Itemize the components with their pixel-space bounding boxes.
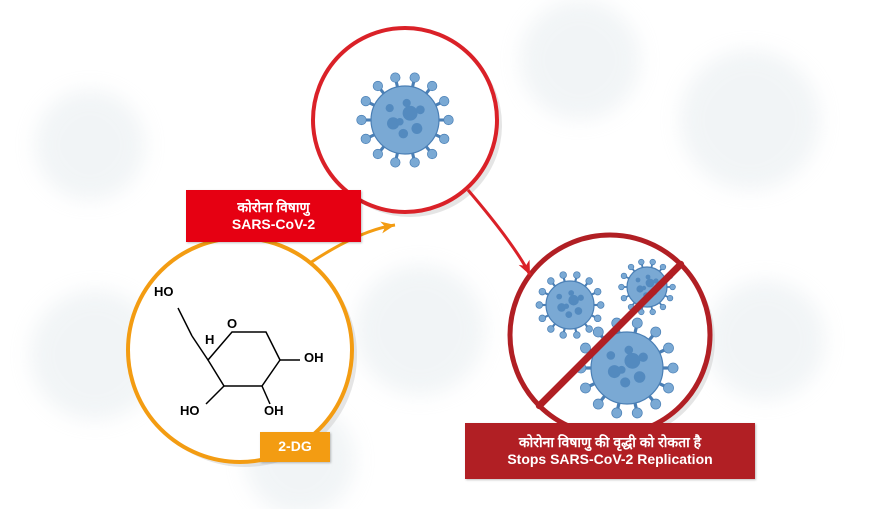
sars-label-hi: कोरोना विषाणु (237, 199, 309, 217)
molecule-atom-label: O (227, 316, 237, 331)
stops-label-en: Stops SARS-CoV-2 Replication (507, 451, 712, 469)
sars-cov-2-label-box: कोरोना विषाणु SARS-CoV-2 (186, 190, 361, 242)
molecule-atom-label: HO (154, 284, 174, 299)
molecule-atom-label: OH (264, 403, 284, 418)
stops-replication-label-box: कोरोना विषाणु की वृद्धी को रोकता है Stop… (465, 423, 755, 479)
sars-label-en: SARS-CoV-2 (232, 216, 315, 234)
infographic-stage: कोरोना विषाणु SARS-CoV-2 2-DG कोरोना विष… (0, 0, 869, 509)
arrow-top-to-right (468, 190, 530, 275)
molecule-atom-label: OH (304, 350, 324, 365)
molecule-atom-label: HO (180, 403, 200, 418)
two-dg-label-text: 2-DG (278, 438, 311, 456)
stops-label-hi: कोरोना विषाणु की वृद्धी को रोकता है (519, 434, 701, 452)
two-dg-label-box: 2-DG (260, 432, 330, 462)
molecule-atom-label: H (205, 332, 214, 347)
